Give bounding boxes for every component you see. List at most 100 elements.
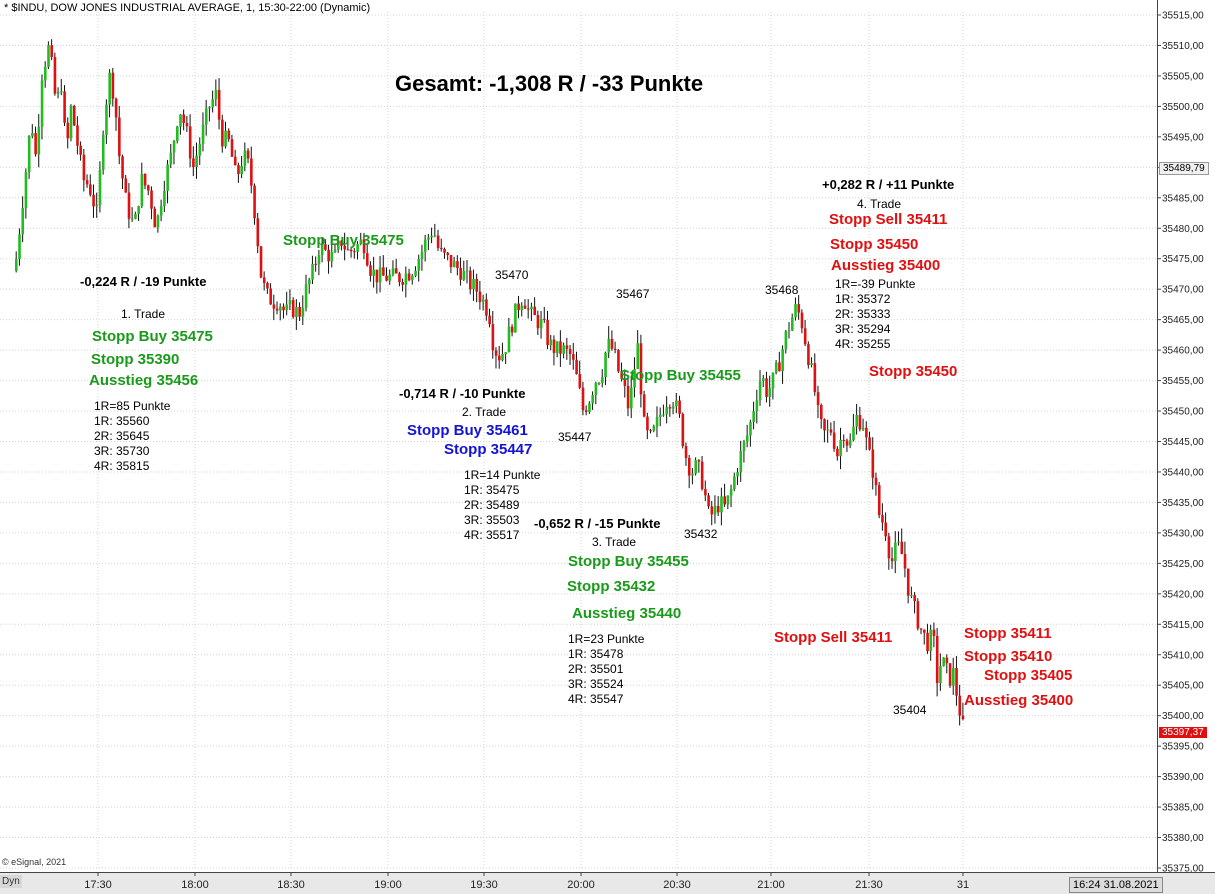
candle-body: [662, 414, 665, 416]
candle-body: [514, 303, 517, 333]
annotation-result-3: -0,652 R / -15 Punkte: [534, 516, 661, 531]
candle-body: [887, 536, 891, 559]
candle-body: [906, 568, 910, 596]
candle-body: [430, 235, 433, 238]
candle-body: [79, 145, 82, 155]
price-tick-label: 35430,00: [1162, 528, 1204, 539]
candle-body: [301, 307, 305, 317]
candle-body: [568, 348, 572, 355]
candle-body: [620, 371, 623, 379]
candle-body: [771, 372, 775, 389]
price-tick-label: 35465,00: [1162, 315, 1204, 326]
price-tick-label: 35440,00: [1162, 467, 1204, 478]
price-axis: 35375,00 35380,00 35385,00 35390,00 35395,00…: [1157, 0, 1215, 875]
candle-body: [21, 208, 25, 235]
candle-body: [320, 244, 324, 256]
candle-body: [861, 427, 865, 430]
candle-body: [913, 595, 916, 602]
candle-body: [733, 476, 736, 490]
candle-body: [95, 205, 99, 207]
candle-body: [478, 291, 482, 303]
candle-body: [543, 318, 546, 320]
price-tick-label: 35455,00: [1162, 376, 1204, 387]
candle-body: [752, 411, 755, 423]
candle-body: [552, 339, 556, 354]
candle-body: [346, 249, 350, 251]
candle-body: [388, 274, 392, 281]
candle-body: [127, 192, 131, 219]
annotation-stopp-1: Stopp 35390: [91, 351, 180, 368]
candle-body: [613, 348, 617, 350]
price-tick-label: 35515,00: [1162, 11, 1204, 22]
candle-body: [520, 305, 524, 311]
candle-body: [591, 395, 594, 404]
candle-body: [53, 57, 57, 94]
candle-body: [343, 245, 347, 250]
dyn-button[interactable]: Dyn: [0, 875, 22, 888]
price-tick-label: 35460,00: [1162, 346, 1204, 357]
candle-body: [813, 363, 817, 393]
candle-body: [101, 134, 105, 170]
candle-body: [929, 629, 933, 652]
price-tick-label: 35375,00: [1162, 864, 1204, 875]
time-tick-label: 18:30: [277, 879, 305, 891]
annotation-1r-points-2: 1R=14 Punkte: [464, 468, 541, 482]
candle-body: [762, 378, 765, 382]
candle-body: [291, 300, 295, 317]
candle-body: [60, 91, 63, 93]
time-axis-panel: [0, 872, 1215, 894]
candle-body: [588, 403, 591, 412]
annotation-1r-2: 1R: 35475: [464, 483, 520, 497]
candle-body: [391, 268, 395, 275]
candle-body: [250, 158, 253, 186]
candle-body: [349, 249, 353, 252]
candle-body: [43, 66, 47, 81]
candle-body: [375, 269, 379, 283]
candle-body: [359, 239, 363, 245]
candle-body: [945, 657, 949, 664]
candle-body: [469, 270, 472, 290]
time-tick-label: 18:00: [181, 879, 209, 891]
candle-body: [27, 136, 31, 173]
candle-body: [778, 362, 781, 372]
annotation-trade-3: 3. Trade: [592, 535, 637, 549]
candle-body: [140, 173, 144, 207]
candle-body: [330, 251, 334, 262]
annotation-1r-points-1: 1R=85 Punkte: [94, 399, 171, 413]
candle-body: [729, 489, 733, 496]
annotation-1r-3: 1R: 35478: [568, 647, 624, 661]
candle-body: [726, 495, 730, 505]
candle-body: [378, 267, 382, 283]
candle-body: [208, 107, 211, 109]
price-tick-label: 35500,00: [1162, 102, 1204, 113]
candle-body: [230, 139, 234, 157]
candle-body: [749, 422, 752, 436]
candle-body: [510, 326, 514, 333]
candle-body: [485, 299, 488, 316]
candle-body: [240, 165, 243, 175]
time-tick-label: 21:00: [757, 879, 785, 891]
candle-body: [72, 105, 76, 126]
annotation-result-1: -0,224 R / -19 Punkte: [80, 274, 207, 289]
candle-body: [649, 430, 652, 432]
candle-body: [279, 306, 282, 311]
candle-body: [601, 377, 604, 383]
candle-body: [939, 666, 942, 684]
candle-body: [398, 273, 401, 282]
candle-body: [182, 114, 186, 124]
candle-body: [385, 275, 388, 281]
candle-body: [610, 338, 614, 349]
annotation-3r-4: 3R: 35294: [835, 322, 891, 336]
candle-body: [340, 240, 343, 246]
candle-body: [369, 265, 372, 276]
last-price-box: 35397,37: [1159, 727, 1207, 738]
candle-body: [411, 275, 414, 281]
candle-body: [124, 178, 128, 193]
annotation-1r-4: 1R: 35372: [835, 292, 891, 306]
candle-body: [700, 461, 704, 490]
candle-body: [472, 278, 475, 290]
candle-body: [304, 284, 308, 308]
annotation-2r-2: 2R: 35489: [464, 498, 520, 512]
candle-body: [108, 72, 111, 105]
